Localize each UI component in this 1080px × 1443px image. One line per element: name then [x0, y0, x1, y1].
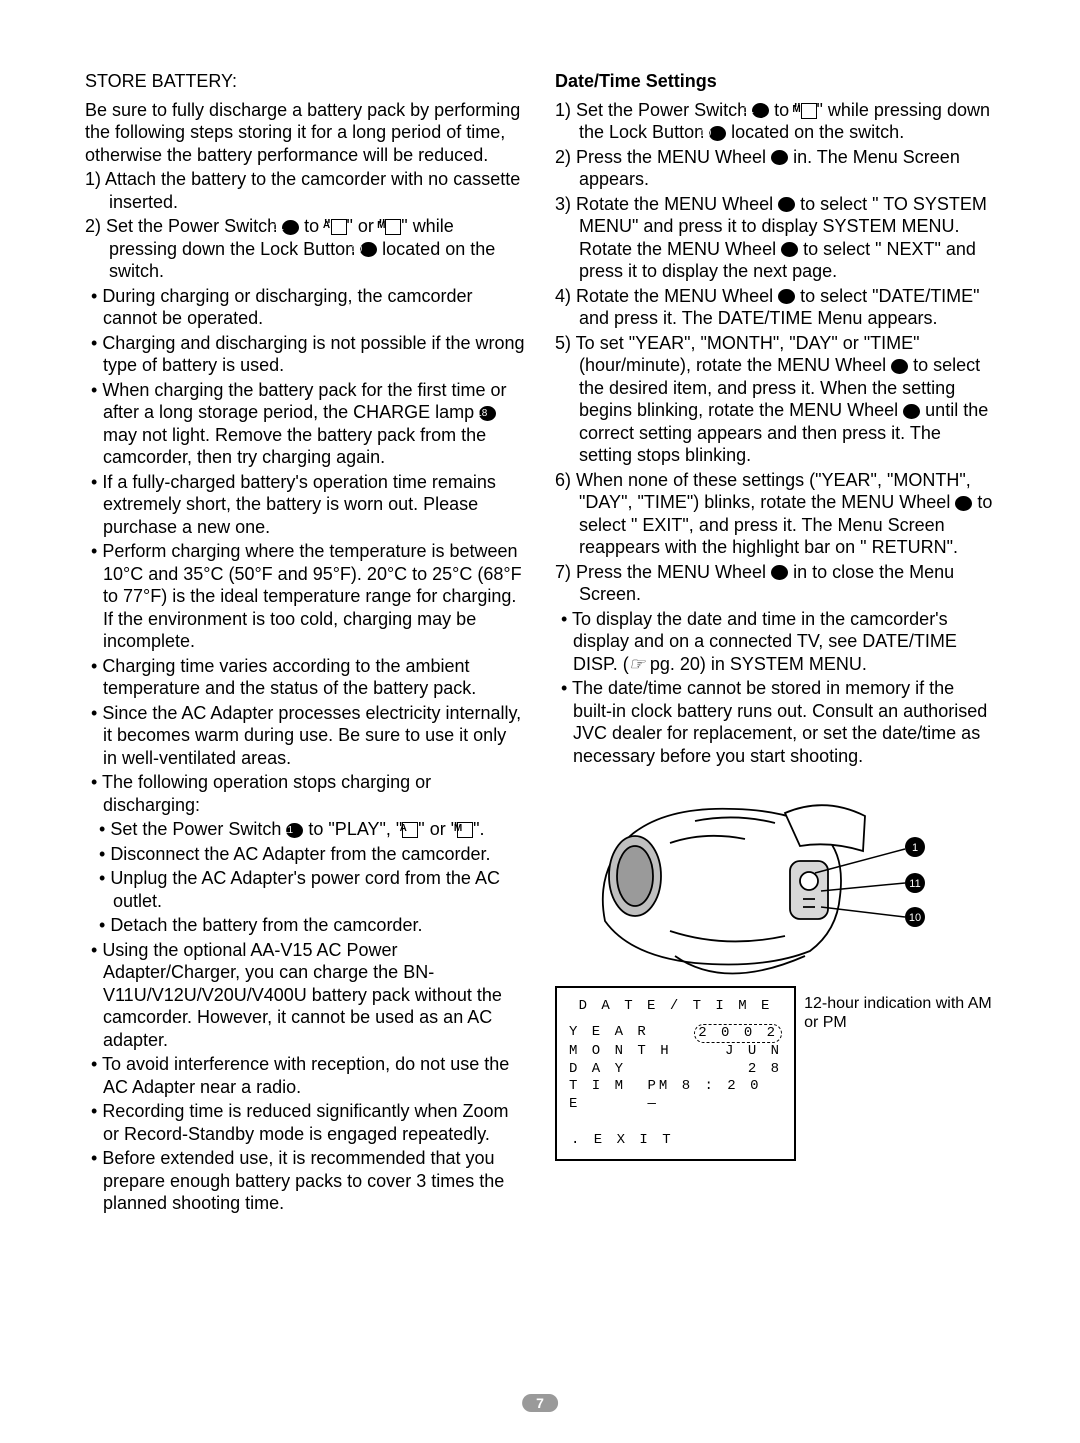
- s2a: 2) Press the MENU Wheel: [555, 147, 771, 167]
- svg-text:11: 11: [909, 878, 920, 890]
- row-year: Y E A R 2 0 0 2: [569, 1024, 782, 1044]
- circle-10-icon: 10: [360, 242, 377, 257]
- day-label: D A Y: [569, 1061, 626, 1079]
- bullet-9: Using the optional AA-V15 AC Power Adapt…: [85, 939, 525, 1052]
- svg-text:10: 10: [909, 912, 921, 924]
- sb1-a: Set the Power Switch: [110, 819, 286, 839]
- row-day: D A Y 2 8: [569, 1061, 782, 1079]
- r-step-2: 2) Press the MENU Wheel 1 in. The Menu S…: [555, 146, 995, 191]
- circle-11-icon: 11: [286, 823, 303, 838]
- rb1b: pg. 20) in SYSTEM MENU.: [645, 654, 867, 674]
- r-step-4: 4) Rotate the MENU Wheel 1 to select "DA…: [555, 285, 995, 330]
- intro-para: Be sure to fully discharge a battery pac…: [85, 99, 525, 167]
- bullet-7: Since the AC Adapter processes electrici…: [85, 702, 525, 770]
- circle-1-icon: 1: [778, 289, 795, 304]
- circle-1-icon: 1: [771, 565, 788, 580]
- time-value: PM 8 : 2 0 —: [648, 1078, 783, 1113]
- bullet-8: The following operation stops charging o…: [85, 771, 525, 816]
- bullet-6: Charging time varies according to the am…: [85, 655, 525, 700]
- year-value: 2 0 0 2: [694, 1024, 782, 1044]
- subbullet-4: Detach the battery from the camcorder.: [85, 914, 525, 937]
- r-bullet-2: The date/time cannot be stored in memory…: [555, 677, 995, 767]
- s7a: 7) Press the MENU Wheel: [555, 562, 771, 582]
- bullet-3: When charging the battery pack for the f…: [85, 379, 525, 469]
- circle-11-icon: 11: [752, 103, 769, 118]
- left-column: STORE BATTERY: Be sure to fully discharg…: [85, 70, 525, 1217]
- month-value: J U N: [725, 1043, 782, 1061]
- page-number-badge: 7: [522, 1394, 558, 1412]
- page-number: 7: [522, 1395, 558, 1413]
- bullet-11: Recording time is reduced significantly …: [85, 1100, 525, 1145]
- s5a: 5) To set "YEAR", "MONTH", "DAY" or "TIM…: [555, 333, 920, 376]
- bullet-10: To avoid interference with reception, do…: [85, 1053, 525, 1098]
- m-mode-icon: M: [801, 103, 817, 119]
- time-label: T I M E: [569, 1078, 648, 1113]
- sb1-c: " or ": [418, 819, 457, 839]
- annotation-text: 12-hour indication with AM or PM: [804, 995, 992, 1031]
- right-column: Date/Time Settings 1) Set the Power Swit…: [555, 70, 995, 1217]
- two-column-layout: STORE BATTERY: Be sure to fully discharg…: [85, 70, 995, 1217]
- sb1-d: ".: [473, 819, 484, 839]
- day-value: 2 8: [748, 1061, 782, 1079]
- bullet-12: Before extended use, it is recommended t…: [85, 1147, 525, 1215]
- a-mode-icon: A: [402, 822, 418, 838]
- row-month: M O N T H J U N: [569, 1043, 782, 1061]
- r-bullet-1: To display the date and time in the camc…: [555, 608, 995, 676]
- subbullet-2: Disconnect the AC Adapter from the camco…: [85, 843, 525, 866]
- subbullet-3: Unplug the AC Adapter's power cord from …: [85, 867, 525, 912]
- exit-label: . E X I T: [571, 1132, 674, 1150]
- s1d: located on the switch.: [726, 122, 904, 142]
- r-step-1: 1) Set the Power Switch 11 to "M" while …: [555, 99, 995, 144]
- time-value-text: PM 8 : 2 0: [648, 1078, 762, 1094]
- subbullet-1: Set the Power Switch 11 to "PLAY", "A" o…: [85, 818, 525, 841]
- s3a: 3) Rotate the MENU Wheel: [555, 194, 778, 214]
- sb1-b: to "PLAY", ": [303, 819, 402, 839]
- r-step-5: 5) To set "YEAR", "MONTH", "DAY" or "TIM…: [555, 332, 995, 467]
- a-mode-icon: A: [331, 219, 347, 235]
- screen-annotation-row: D A T E / T I M E Y E A R 2 0 0 2 M O N …: [555, 986, 995, 1161]
- circle-1-icon: 1: [955, 496, 972, 511]
- circle-1-icon: 1: [891, 359, 908, 374]
- month-label: M O N T H: [569, 1043, 672, 1061]
- svg-text:1: 1: [912, 842, 918, 854]
- circle-1-icon: 1: [781, 242, 798, 257]
- bullet-2: Charging and discharging is not possible…: [85, 332, 525, 377]
- step-1: 1) Attach the battery to the camcorder w…: [85, 168, 525, 213]
- circle-10-icon: 10: [709, 126, 726, 141]
- s1a: 1) Set the Power Switch: [555, 100, 752, 120]
- year-label: Y E A R: [569, 1024, 649, 1044]
- pointer-icon: ☞: [629, 654, 645, 674]
- step2-a: 2) Set the Power Switch: [85, 216, 282, 236]
- s6a: 6) When none of these settings ("YEAR", …: [555, 470, 971, 513]
- camcorder-diagram: 1 11 10 D A T E / T I M E Y E A R 2 0 0 …: [555, 781, 995, 1161]
- manual-page: STORE BATTERY: Be sure to fully discharg…: [0, 0, 1080, 1443]
- s4a: 4) Rotate the MENU Wheel: [555, 286, 778, 306]
- r-step-6: 6) When none of these settings ("YEAR", …: [555, 469, 995, 559]
- date-time-heading: Date/Time Settings: [555, 70, 995, 93]
- bullet-4: If a fully-charged battery's operation t…: [85, 471, 525, 539]
- time-annotation: 12-hour indication with AM or PM: [804, 986, 995, 1032]
- bullet-1: During charging or discharging, the camc…: [85, 285, 525, 330]
- r-step-3: 3) Rotate the MENU Wheel 1 to select " T…: [555, 193, 995, 283]
- m-mode-icon: M: [385, 219, 401, 235]
- lcd-screen-box: D A T E / T I M E Y E A R 2 0 0 2 M O N …: [555, 986, 796, 1161]
- step-2: 2) Set the Power Switch 11 to "A" or "M"…: [85, 215, 525, 283]
- circle-18-icon: 18: [479, 406, 496, 421]
- bullet-5: Perform charging where the temperature i…: [85, 540, 525, 653]
- row-time: T I M E PM 8 : 2 0 —: [569, 1078, 782, 1113]
- camcorder-svg-icon: 1 11 10: [575, 781, 975, 976]
- circle-1-icon: 1: [778, 197, 795, 212]
- screen-title: D A T E / T I M E: [569, 998, 782, 1016]
- store-battery-heading: STORE BATTERY:: [85, 70, 525, 93]
- circle-1-icon: 1: [903, 404, 920, 419]
- r-step-7: 7) Press the MENU Wheel 1 in to close th…: [555, 561, 995, 606]
- circle-11-icon: 11: [282, 220, 299, 235]
- m-mode-icon: M: [457, 822, 473, 838]
- b3-b: may not light. Remove the battery pack f…: [103, 425, 486, 468]
- b3-a: When charging the battery pack for the f…: [102, 380, 506, 423]
- circle-1-icon: 1: [771, 150, 788, 165]
